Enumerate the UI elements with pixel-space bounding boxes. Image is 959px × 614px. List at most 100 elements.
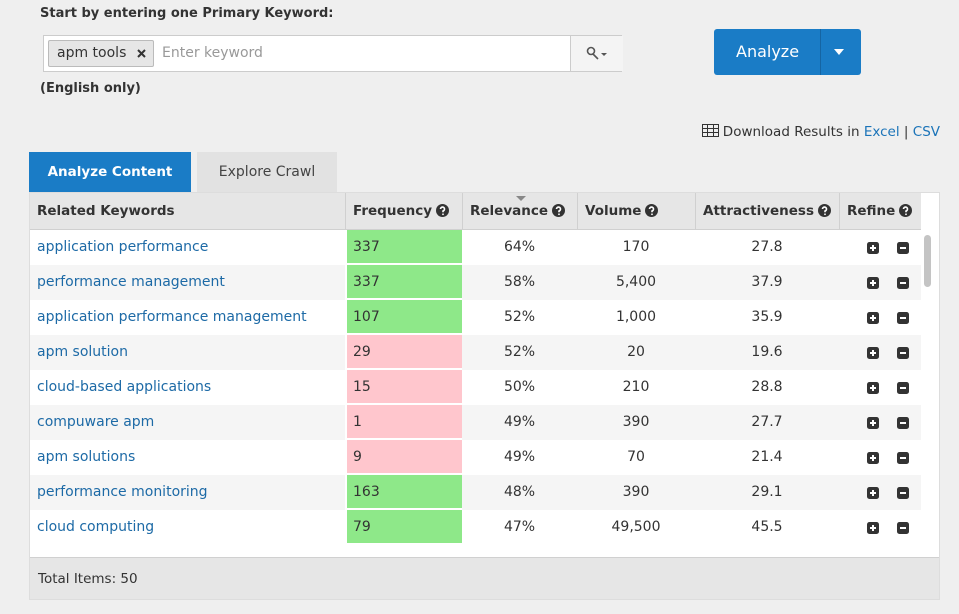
help-icon[interactable]	[436, 204, 450, 217]
volume-cell: 70	[627, 449, 645, 465]
keyword-link[interactable]: application performance	[37, 239, 209, 255]
row-bg	[30, 405, 921, 440]
refine-add[interactable]	[867, 347, 879, 359]
frequency-cell: 15	[345, 370, 462, 405]
frequency-cell: 29	[345, 335, 462, 370]
refine-remove[interactable]	[897, 277, 909, 289]
column-header: Relevance	[462, 193, 577, 230]
search-options[interactable]	[570, 36, 623, 71]
results-table: Related Keywords Frequency Relevance Volume…	[29, 192, 940, 600]
divider	[820, 29, 821, 75]
keyword-tag[interactable]: apm tools	[48, 40, 154, 67]
table-icon	[701, 124, 719, 137]
row-bg	[30, 440, 921, 475]
help-icon[interactable]	[899, 204, 913, 217]
frequency-cell: 337	[345, 230, 462, 265]
relevance-cell: 48%	[503, 484, 536, 500]
tab[interactable]: Explore Crawl	[197, 152, 337, 192]
row-bg	[30, 475, 921, 510]
row-bg	[30, 370, 921, 405]
volume-cell: 390	[622, 414, 650, 430]
excel-link[interactable]: Excel	[863, 124, 900, 140]
keyword-input[interactable]: apm tools Enter keyword	[43, 35, 623, 72]
relevance-cell: 58%	[503, 274, 536, 290]
help-icon[interactable]	[645, 204, 659, 217]
relevance-cell: 64%	[503, 239, 536, 255]
refine-add[interactable]	[867, 312, 879, 324]
column-header: Volume	[577, 193, 695, 230]
table-footer: Total Items: 50	[30, 557, 939, 599]
scrollbar	[924, 235, 931, 287]
refine-remove[interactable]	[897, 312, 909, 324]
refine-add[interactable]	[867, 452, 879, 464]
column-header: Related Keywords	[30, 193, 345, 230]
relevance-cell: 52%	[503, 344, 536, 360]
attractiveness-cell: 21.4	[751, 449, 783, 465]
relevance-cell: 49%	[503, 449, 536, 465]
refine-add[interactable]	[867, 487, 879, 499]
caret[interactable]	[834, 49, 844, 55]
frequency-cell: 163	[345, 475, 462, 510]
volume-cell: 20	[627, 344, 645, 360]
volume-cell: 210	[622, 379, 650, 395]
tag-remove[interactable]	[137, 49, 146, 58]
refine-add[interactable]	[867, 242, 879, 254]
attractiveness-cell: 27.7	[751, 414, 783, 430]
attractiveness-cell: 19.6	[751, 344, 783, 360]
keyword-link[interactable]: cloud-based applications	[37, 379, 212, 395]
analyze-label: Analyze	[736, 42, 800, 61]
refine-add[interactable]	[867, 277, 879, 289]
keyword-link[interactable]: application performance management	[37, 309, 307, 325]
row-bg	[30, 335, 921, 370]
refine-add[interactable]	[867, 382, 879, 394]
keyword-link[interactable]: apm solution	[37, 344, 128, 360]
prompt: Start by entering one Primary Keyword:	[40, 6, 334, 21]
row-bg	[30, 265, 921, 300]
keyword-link[interactable]: cloud computing	[37, 519, 155, 535]
column-header: Attractiveness	[695, 193, 839, 230]
volume-cell: 390	[622, 484, 650, 500]
column-header: Frequency	[345, 193, 462, 230]
help-icon[interactable]	[552, 204, 566, 217]
refine-remove[interactable]	[897, 347, 909, 359]
keyword-link[interactable]: performance monitoring	[37, 484, 208, 500]
frequency-cell: 107	[345, 300, 462, 335]
attractiveness-cell: 45.5	[751, 519, 783, 535]
volume-cell: 49,500	[611, 519, 661, 535]
keyword-link[interactable]: compuware apm	[37, 414, 155, 430]
column-label: Related Keywords	[37, 203, 175, 219]
row-bg	[30, 230, 921, 265]
relevance-cell: 47%	[503, 519, 536, 535]
analyze-button[interactable]: Analyze	[714, 29, 861, 75]
attractiveness-cell: 37.9	[751, 274, 783, 290]
keyword-link[interactable]: apm solutions	[37, 449, 136, 465]
total-items: Total Items: 50	[38, 571, 138, 587]
separator: |	[903, 124, 909, 140]
refine-remove[interactable]	[897, 382, 909, 394]
download-label: Download Results in	[722, 124, 860, 140]
column-label: Volume	[585, 203, 642, 219]
relevance-cell: 49%	[503, 414, 536, 430]
refine-remove[interactable]	[897, 487, 909, 499]
csv-link[interactable]: CSV	[912, 124, 940, 140]
refine-remove[interactable]	[897, 417, 909, 429]
column-label: Frequency	[353, 203, 433, 219]
sort-indicator	[516, 196, 526, 201]
refine-add[interactable]	[867, 417, 879, 429]
attractiveness-cell: 27.8	[751, 239, 783, 255]
refine-remove[interactable]	[897, 522, 909, 534]
refine-remove[interactable]	[897, 452, 909, 464]
frequency-cell: 9	[345, 440, 462, 475]
help-icon[interactable]	[818, 204, 831, 217]
keyword-link[interactable]: performance management	[37, 274, 225, 290]
frequency-cell: 1	[345, 405, 462, 440]
refine-remove[interactable]	[897, 242, 909, 254]
relevance-cell: 50%	[503, 379, 536, 395]
attractiveness-cell: 29.1	[751, 484, 783, 500]
refine-add[interactable]	[867, 522, 879, 534]
tab-active[interactable]: Analyze Content	[29, 152, 191, 192]
volume-cell: 5,400	[615, 274, 657, 290]
row-bg	[30, 510, 921, 545]
download: Download Results in Excel | CSV	[701, 124, 940, 140]
